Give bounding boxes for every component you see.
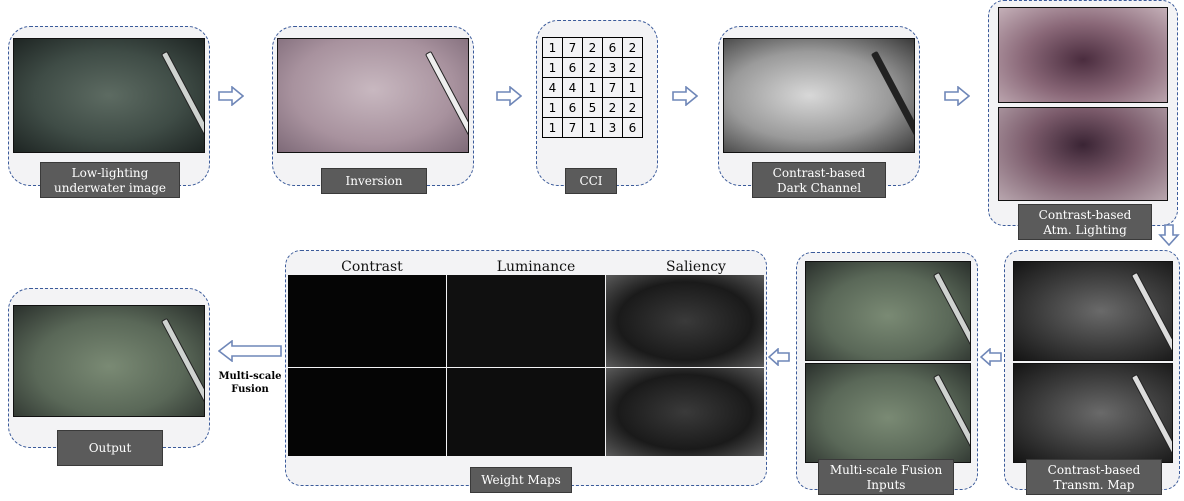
atm-lighting-image-top [998, 7, 1168, 103]
stage-atm-lighting [988, 0, 1178, 226]
caption-low-lighting: Low-lighting underwater image [40, 162, 180, 198]
caption-atm-lighting: Contrast-based Atm. Lighting [1018, 204, 1152, 240]
weight-map-luminance-bottom [447, 368, 605, 456]
weight-column-contrast: Contrast [341, 259, 403, 275]
weight-column-saliency: Saliency [666, 259, 726, 275]
down-arrow-icon [1158, 224, 1180, 246]
weight-column-luminance: Luminance [496, 259, 576, 275]
atm-lighting-image-bottom [998, 107, 1168, 201]
right-arrow-icon [218, 86, 244, 106]
fusion-input-image-bottom [805, 363, 971, 463]
caption-inversion: Inversion [321, 168, 427, 194]
right-arrow-icon [496, 86, 522, 106]
caption-cci: CCI [565, 168, 617, 194]
caption-weight-maps: Weight Maps [470, 467, 572, 493]
dark-channel-image [723, 38, 915, 153]
right-arrow-icon [672, 86, 698, 106]
weight-map-saliency-bottom [606, 368, 764, 456]
right-arrow-icon [944, 86, 970, 106]
caption-dark-channel: Contrast-based Dark Channel [752, 162, 886, 198]
inversion-image [277, 38, 469, 153]
fusion-input-image-top [805, 261, 971, 361]
weight-map-contrast-top [288, 275, 446, 367]
left-arrow-icon [218, 340, 282, 362]
low-lighting-image [13, 38, 205, 153]
caption-output: Output [57, 430, 163, 466]
weight-map-contrast-bottom [288, 368, 446, 456]
stage-weight-maps: Contrast Luminance Saliency [285, 250, 767, 486]
stage-low-lighting [8, 26, 210, 186]
stage-inversion [272, 26, 474, 186]
stage-output [8, 288, 210, 448]
multi-scale-fusion-label: Multi-scale Fusion [218, 371, 282, 395]
stage-fusion-inputs [796, 252, 978, 490]
output-image [13, 305, 205, 417]
caption-transm-map: Contrast-based Transm. Map [1026, 459, 1162, 495]
left-arrow-icon [768, 348, 790, 366]
weight-map-luminance-top [447, 275, 605, 367]
transm-map-image-bottom [1013, 363, 1173, 463]
caption-fusion-inputs: Multi-scale Fusion Inputs [818, 459, 954, 495]
weight-map-saliency-top [606, 275, 764, 367]
transm-map-image-top [1013, 261, 1173, 361]
left-arrow-icon [980, 348, 1002, 366]
stage-transm-map [1004, 250, 1180, 490]
